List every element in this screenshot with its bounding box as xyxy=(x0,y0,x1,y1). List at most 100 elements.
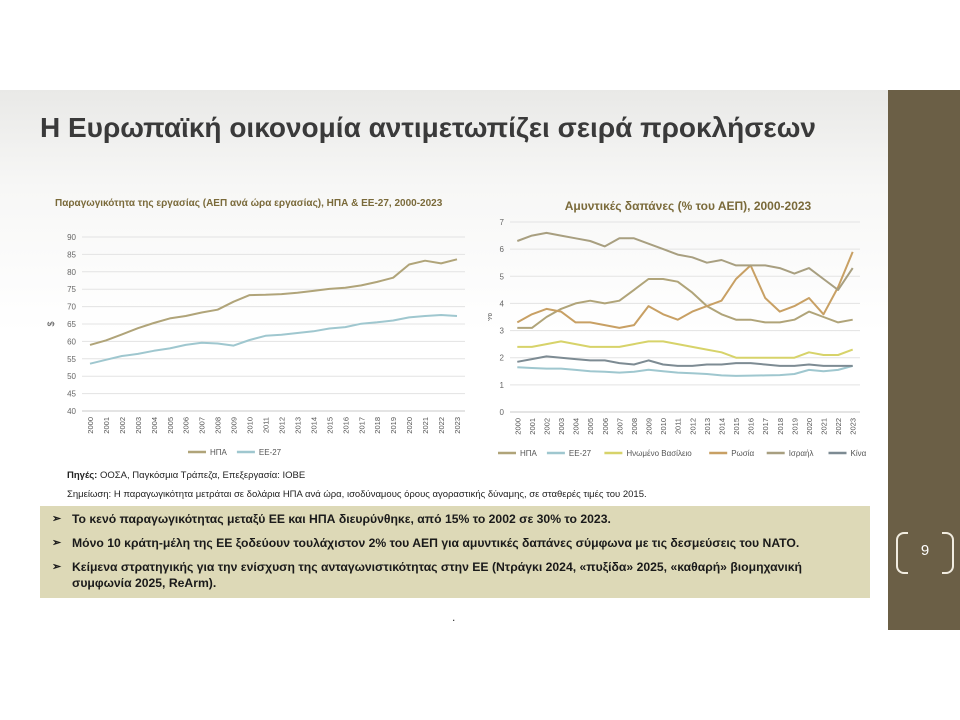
defense-spending-chart: Αμυντικές δαπάνες (% του ΑΕΠ), 2000-2023… xyxy=(488,199,867,458)
legend-label: Ισραήλ xyxy=(789,449,814,458)
x-tick-label: 2010 xyxy=(246,417,255,434)
x-tick-label: 2000 xyxy=(513,418,522,435)
x-tick-label: 2022 xyxy=(834,418,843,435)
y-axis-label: $ xyxy=(46,321,56,326)
x-tick-label: 2008 xyxy=(214,417,223,434)
x-tick-label: 2001 xyxy=(102,417,111,434)
x-tick-label: 2013 xyxy=(703,418,712,435)
series-line-2 xyxy=(517,364,853,377)
chart-title: Παραγωγικότητα της εργασίας (ΑΕΠ ανά ώρα… xyxy=(55,198,443,209)
x-tick-label: 2014 xyxy=(309,417,318,434)
y-tick-label: 85 xyxy=(67,250,76,259)
series-line-1 xyxy=(517,278,853,329)
series-line-6 xyxy=(517,355,853,367)
key-point: ➢ Το κενό παραγωγικότητας μεταξύ ΕΕ και Η… xyxy=(52,511,858,527)
x-tick-label: 2015 xyxy=(325,417,334,434)
x-tick-label: 2016 xyxy=(747,418,756,435)
page-number-badge: 9 xyxy=(894,532,956,574)
x-tick-label: 2003 xyxy=(134,417,143,434)
y-tick-label: 5 xyxy=(500,272,505,281)
y-tick-label: 55 xyxy=(67,355,76,364)
x-tick-label: 2002 xyxy=(542,418,551,435)
x-tick-label: 2005 xyxy=(586,418,595,435)
legend-label: Ρωσία xyxy=(731,449,754,458)
y-tick-label: 70 xyxy=(67,303,76,312)
arrow-bullet-icon: ➢ xyxy=(52,561,62,573)
x-tick-label: 2011 xyxy=(262,417,271,433)
key-points-list: ➢ Το κενό παραγωγικότητας μεταξύ ΕΕ και Η… xyxy=(40,506,870,591)
x-tick-label: 2009 xyxy=(230,417,239,434)
x-tick-label: 2016 xyxy=(341,417,350,434)
x-tick-label: 2010 xyxy=(659,418,668,435)
legend-item: Ηνωμένο Βασίλειο xyxy=(604,449,692,458)
key-point-text: Το κενό παραγωγικότητας μεταξύ ΕΕ και ΗΠ… xyxy=(72,512,611,526)
x-tick-label: 2009 xyxy=(645,418,654,435)
x-tick-label: 2008 xyxy=(630,418,639,435)
trailing-mark: . xyxy=(452,610,456,624)
x-tick-label: 2004 xyxy=(572,418,581,435)
y-tick-label: 40 xyxy=(67,407,76,416)
legend-label: ΕΕ-27 xyxy=(259,448,282,457)
legend-item: ΗΠΑ xyxy=(188,448,228,457)
y-tick-label: 65 xyxy=(67,320,76,329)
legend-label: ΗΠΑ xyxy=(520,449,538,458)
y-tick-label: 4 xyxy=(500,299,505,308)
x-tick-label: 2017 xyxy=(761,418,770,435)
x-tick-label: 2005 xyxy=(166,417,175,434)
productivity-chart: Παραγωγικότητα της εργασίας (ΑΕΠ ανά ώρα… xyxy=(46,198,465,457)
y-tick-label: 6 xyxy=(500,245,505,254)
y-axis-label: % xyxy=(488,313,494,321)
series-line-1 xyxy=(89,258,458,346)
legend-item: ΕΕ-27 xyxy=(546,449,592,458)
legend-label: ΗΠΑ xyxy=(210,448,228,457)
x-tick-label: 2004 xyxy=(150,417,159,434)
x-tick-label: 2021 xyxy=(820,418,829,435)
series-line-3 xyxy=(517,340,854,359)
page-title: Η Ευρωπαϊκή οικονομία αντιμετωπίζει σειρ… xyxy=(40,112,816,143)
key-point-text: Κείμενα στρατηγικής για την ενίσχυση της… xyxy=(72,560,802,590)
x-tick-label: 2022 xyxy=(437,417,446,434)
x-tick-label: 2012 xyxy=(277,417,286,434)
right-bracket-icon xyxy=(942,532,954,574)
legend-item: Ρωσία xyxy=(709,449,754,458)
legend-item: Κίνα xyxy=(828,449,867,458)
x-tick-label: 2023 xyxy=(453,417,462,434)
x-tick-label: 2013 xyxy=(293,417,302,434)
methodology-note: Σημείωση: Η παραγωγικότητα μετράται σε δ… xyxy=(67,489,647,500)
x-tick-label: 2006 xyxy=(601,418,610,435)
left-bracket-icon xyxy=(896,532,908,574)
y-tick-label: 80 xyxy=(67,268,76,277)
x-tick-label: 2017 xyxy=(357,417,366,434)
y-tick-label: 75 xyxy=(67,285,76,294)
chart-title: Αμυντικές δαπάνες (% του ΑΕΠ), 2000-2023 xyxy=(565,199,812,213)
page-number: 9 xyxy=(920,542,930,559)
x-tick-label: 2019 xyxy=(389,417,398,434)
x-tick-label: 2007 xyxy=(615,418,624,435)
sources-line: Πηγές: ΟΟΣΑ, Παγκόσμια Τράπεζα, Επεξεργα… xyxy=(67,470,305,481)
arrow-bullet-icon: ➢ xyxy=(52,513,62,525)
x-tick-label: 2023 xyxy=(849,418,858,435)
x-tick-label: 2018 xyxy=(373,417,382,434)
sidebar-band xyxy=(888,90,960,630)
x-tick-label: 2011 xyxy=(674,418,683,434)
x-tick-label: 2019 xyxy=(790,418,799,435)
x-tick-label: 2020 xyxy=(405,417,414,434)
legend-item: Ισραήλ xyxy=(766,449,814,458)
y-tick-label: 1 xyxy=(500,381,505,390)
legend-item: ΗΠΑ xyxy=(498,449,538,458)
y-tick-label: 90 xyxy=(67,233,76,242)
x-tick-label: 2014 xyxy=(717,418,726,435)
x-tick-label: 2020 xyxy=(805,418,814,435)
y-tick-label: 7 xyxy=(500,218,505,227)
x-tick-label: 2000 xyxy=(86,417,95,434)
legend-label: Ηνωμένο Βασίλειο xyxy=(626,449,692,458)
sources-text: ΟΟΣΑ, Παγκόσμια Τράπεζα, Επεξεργασία: ΙΟ… xyxy=(97,470,306,481)
key-points-box: ➢ Το κενό παραγωγικότητας μεταξύ ΕΕ και Η… xyxy=(40,506,870,598)
x-tick-label: 2012 xyxy=(688,418,697,435)
series-line-2 xyxy=(89,314,458,365)
key-point: ➢ Κείμενα στρατηγικής για την ενίσχυση τη… xyxy=(52,559,858,591)
x-tick-label: 2018 xyxy=(776,418,785,435)
series-line-5 xyxy=(516,231,854,291)
series-line-4 xyxy=(516,251,854,329)
x-tick-label: 2002 xyxy=(118,417,127,434)
